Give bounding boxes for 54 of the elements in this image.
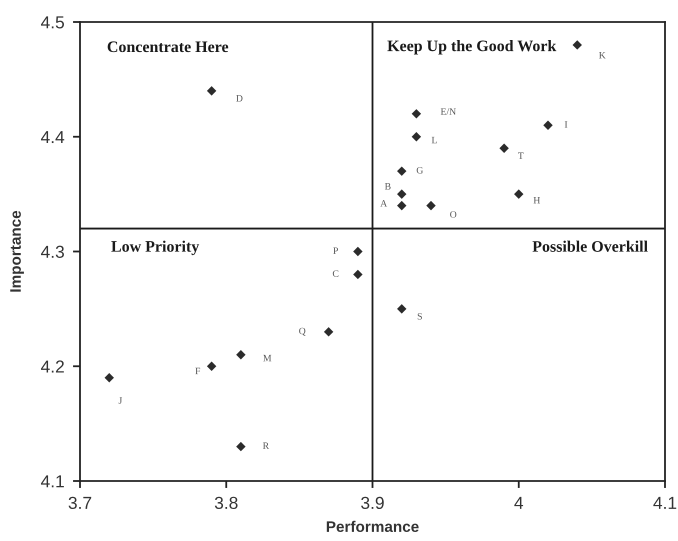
point — [397, 304, 406, 314]
y-axis-title: Importance — [10, 210, 24, 292]
x-tick-label: 4 — [514, 496, 524, 509]
x-axis-title: Performance — [326, 520, 419, 532]
annotation: S — [418, 313, 422, 320]
annotation: D — [236, 95, 243, 102]
point — [412, 132, 422, 142]
y-tick-label: 4.4 — [40, 131, 64, 144]
annotation: F — [195, 368, 200, 374]
annotation: M — [263, 354, 272, 362]
x-tick-label: 3.9 — [361, 496, 384, 510]
y-tick-label: 4.2 — [40, 360, 64, 373]
annotation: Keep Up the Good Work — [387, 40, 556, 54]
point — [426, 200, 436, 210]
annotation: G — [416, 167, 424, 174]
x-tick-label: 3.8 — [214, 496, 238, 510]
x-tick-label: 3.7 — [68, 496, 92, 510]
point — [236, 442, 246, 452]
point — [324, 327, 334, 337]
point — [514, 189, 524, 199]
point — [206, 362, 216, 371]
point — [543, 120, 553, 130]
x-tick-label: 4.1 — [653, 496, 676, 509]
annotation: K — [599, 52, 606, 58]
point — [412, 109, 422, 119]
point — [397, 189, 406, 199]
annotation: L — [432, 136, 437, 144]
point — [206, 86, 216, 96]
point — [397, 166, 406, 176]
annotation: C — [332, 270, 338, 277]
y-tick-label: 4.3 — [40, 246, 64, 258]
point — [236, 350, 246, 360]
annotation: J — [118, 397, 122, 404]
annotation: Concentrate Here — [108, 41, 228, 52]
annotation: E/N — [440, 108, 456, 115]
annotation: P — [333, 247, 338, 254]
point — [572, 40, 582, 50]
annotation: Low Priority — [111, 240, 200, 256]
point — [353, 246, 363, 256]
annotation: B — [384, 183, 391, 190]
point — [397, 200, 406, 210]
point — [499, 144, 509, 153]
annotation: R — [262, 442, 270, 449]
y-tick-label: 4.5 — [40, 16, 64, 28]
point — [104, 373, 114, 382]
annotation: A — [380, 200, 388, 207]
y-tick-label: 4.1 — [40, 475, 64, 488]
annotation: I — [564, 121, 568, 128]
annotation: H — [534, 197, 540, 204]
annotation: T — [518, 152, 524, 159]
annotation: O — [450, 211, 456, 218]
annotation: Q — [299, 328, 306, 336]
point — [353, 270, 363, 280]
annotation: Possible Overkill — [532, 240, 648, 252]
